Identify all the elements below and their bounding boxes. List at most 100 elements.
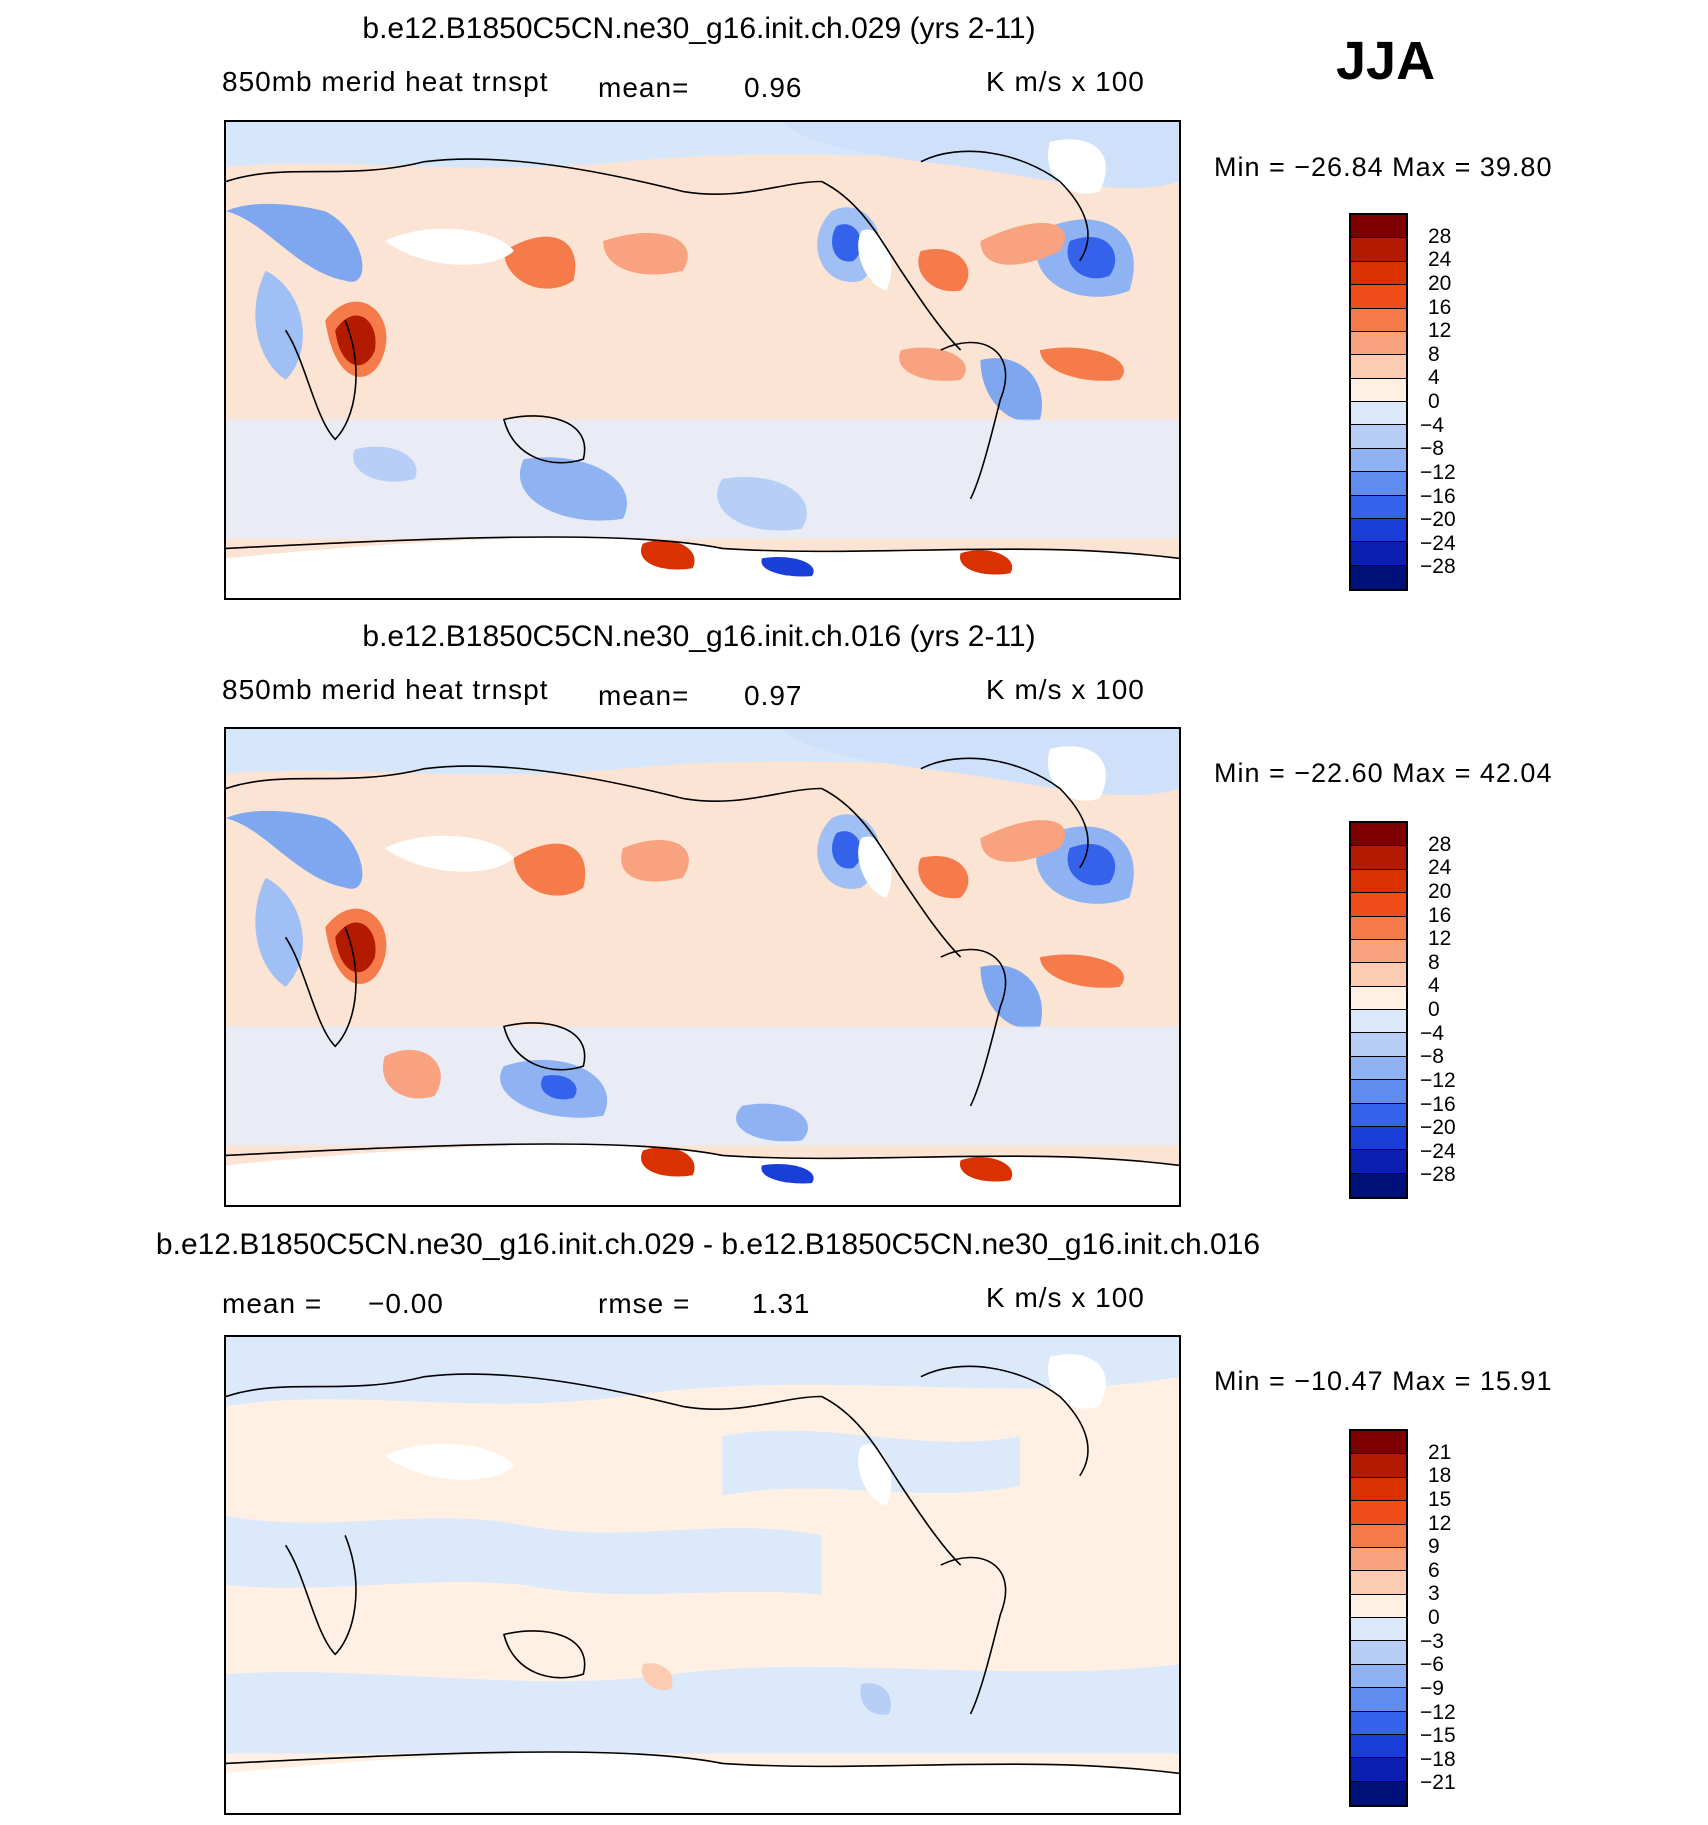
colorbar-tick-label: −28 — [1420, 555, 1456, 579]
colorbar-tick-label: −4 — [1420, 1021, 1444, 1045]
colorbar-tick-label: 24 — [1428, 248, 1452, 272]
colorbar-segment — [1351, 846, 1406, 870]
colorbar-tick-label: 4 — [1428, 974, 1440, 998]
colorbar-tick-label: −21 — [1420, 1771, 1456, 1795]
colorbar-tick-label: −4 — [1420, 413, 1444, 437]
colorbar-segment — [1351, 1010, 1406, 1034]
colorbar-tick-label: 28 — [1428, 224, 1452, 248]
colorbar-tick-label: −18 — [1420, 1747, 1456, 1771]
panel1-units: K m/s x 100 — [986, 66, 1145, 97]
colorbar-tick-label: 0 — [1428, 998, 1440, 1021]
colorbar-tick-label: 0 — [1428, 390, 1440, 413]
colorbar-segment — [1351, 916, 1406, 940]
colorbar-tick-label: −20 — [1420, 508, 1456, 532]
colorbar-segment — [1351, 1431, 1406, 1455]
colorbar-segment — [1351, 1056, 1406, 1081]
panel1-min-max: Min = −26.84 Max = 39.80 — [1214, 152, 1553, 182]
colorbar-segment — [1351, 1033, 1406, 1057]
panel1-map — [224, 120, 1181, 600]
colorbar-segment — [1351, 1454, 1406, 1478]
colorbar-tick-label: 18 — [1428, 1464, 1452, 1488]
colorbar-tick-label: −24 — [1420, 531, 1456, 555]
colorbar-segment — [1351, 963, 1406, 987]
colorbar-segment — [1351, 893, 1406, 917]
colorbar-segment — [1351, 1501, 1406, 1525]
colorbar-segment — [1351, 402, 1406, 426]
panel1-variable: 850mb merid heat trnspt — [222, 66, 549, 97]
colorbar-tick-label: −8 — [1420, 437, 1444, 461]
panel3-rmse-value: 1.31 — [752, 1288, 811, 1319]
colorbar-tick-label: 9 — [1428, 1535, 1440, 1559]
colorbar-segment — [1351, 1103, 1406, 1127]
colorbar-tick-label: 20 — [1428, 271, 1452, 295]
panel2-map — [224, 727, 1181, 1207]
colorbar-segment — [1351, 1126, 1406, 1151]
colorbar-segment — [1351, 425, 1406, 449]
panel1-mean-value: 0.96 — [744, 72, 803, 103]
colorbar-segment — [1351, 238, 1406, 262]
colorbar-tick-label: 16 — [1428, 295, 1452, 319]
colorbar-segment — [1351, 1641, 1406, 1665]
colorbar-tick-label: 12 — [1428, 319, 1452, 343]
panel3-rmse-label: rmse = — [598, 1288, 691, 1319]
colorbar-tick-label: 6 — [1428, 1558, 1440, 1582]
colorbar-segment — [1351, 495, 1406, 519]
panel1-mean-label: mean= — [598, 72, 690, 103]
colorbar-segment — [1351, 518, 1406, 543]
colorbar-segment — [1351, 355, 1406, 379]
colorbar-tick-label: −24 — [1420, 1139, 1456, 1163]
panel2-mean-label: mean= — [598, 680, 690, 711]
colorbar-tick-label: −3 — [1420, 1629, 1444, 1653]
panel3-mean-value: −0.00 — [368, 1288, 444, 1319]
panel1-colorbar-labels: 28 24 20 16 12 8 4 0 −4 −8 −12 −16 −20 −24 −28 — [1420, 213, 1488, 591]
panel2-title: b.e12.B1850C5CN.ne30_g16.init.ch.016 (yr… — [362, 620, 1036, 653]
colorbar-segment — [1351, 1781, 1406, 1805]
panel2-colorbar — [1349, 821, 1408, 1199]
panel2-colorbar-labels: 28 24 20 16 12 8 4 0 −4 −8 −12 −16 −20 −24 −28 — [1420, 821, 1488, 1199]
colorbar-segment — [1351, 1594, 1406, 1618]
colorbar-tick-label: −8 — [1420, 1045, 1444, 1069]
colorbar-segment — [1351, 1664, 1406, 1689]
colorbar-tick-label: −12 — [1420, 1700, 1456, 1724]
colorbar-segment — [1351, 331, 1406, 356]
colorbar-tick-label: −12 — [1420, 1068, 1456, 1092]
colorbar-tick-label: −12 — [1420, 460, 1456, 484]
colorbar-segment — [1351, 1618, 1406, 1642]
colorbar-segment — [1351, 1758, 1406, 1782]
panel2-min-max: Min = −22.60 Max = 42.04 — [1214, 758, 1553, 788]
panel1-colorbar — [1349, 213, 1408, 591]
colorbar-segment — [1351, 1150, 1406, 1174]
colorbar-segment — [1351, 1524, 1406, 1548]
colorbar-tick-label: 4 — [1428, 366, 1440, 390]
colorbar-segment — [1351, 1711, 1406, 1735]
colorbar-segment — [1351, 215, 1406, 239]
colorbar-tick-label: 8 — [1428, 342, 1440, 366]
colorbar-tick-label: −16 — [1420, 1092, 1456, 1116]
colorbar-segment — [1351, 1734, 1406, 1759]
colorbar-segment — [1351, 1080, 1406, 1104]
colorbar-tick-label: 3 — [1428, 1582, 1440, 1606]
colorbar-segment — [1351, 1547, 1406, 1572]
panel2-units: K m/s x 100 — [986, 674, 1145, 705]
colorbar-segment — [1351, 1173, 1406, 1197]
panel2-mean-value: 0.97 — [744, 680, 803, 711]
panel2-map-svg — [226, 729, 1179, 1205]
colorbar-segment — [1351, 261, 1406, 286]
colorbar-tick-label: −20 — [1420, 1116, 1456, 1140]
colorbar-segment — [1351, 285, 1406, 309]
season-label: JJA — [1336, 31, 1436, 91]
colorbar-tick-label: 21 — [1428, 1440, 1452, 1464]
colorbar-segment — [1351, 986, 1406, 1010]
colorbar-tick-label: 24 — [1428, 856, 1452, 880]
panel3-map — [224, 1335, 1181, 1815]
panel3-min-max: Min = −10.47 Max = 15.91 — [1214, 1366, 1553, 1396]
colorbar-tick-label: −6 — [1420, 1653, 1444, 1677]
colorbar-tick-label: 8 — [1428, 950, 1440, 974]
panel3-map-svg — [226, 1337, 1179, 1813]
panel3-units: K m/s x 100 — [986, 1282, 1145, 1313]
panel3-title: b.e12.B1850C5CN.ne30_g16.init.ch.029 - b… — [155, 1228, 1261, 1261]
colorbar-segment — [1351, 565, 1406, 589]
colorbar-tick-label: 12 — [1428, 927, 1452, 951]
colorbar-tick-label: −28 — [1420, 1163, 1456, 1187]
colorbar-segment — [1351, 378, 1406, 402]
